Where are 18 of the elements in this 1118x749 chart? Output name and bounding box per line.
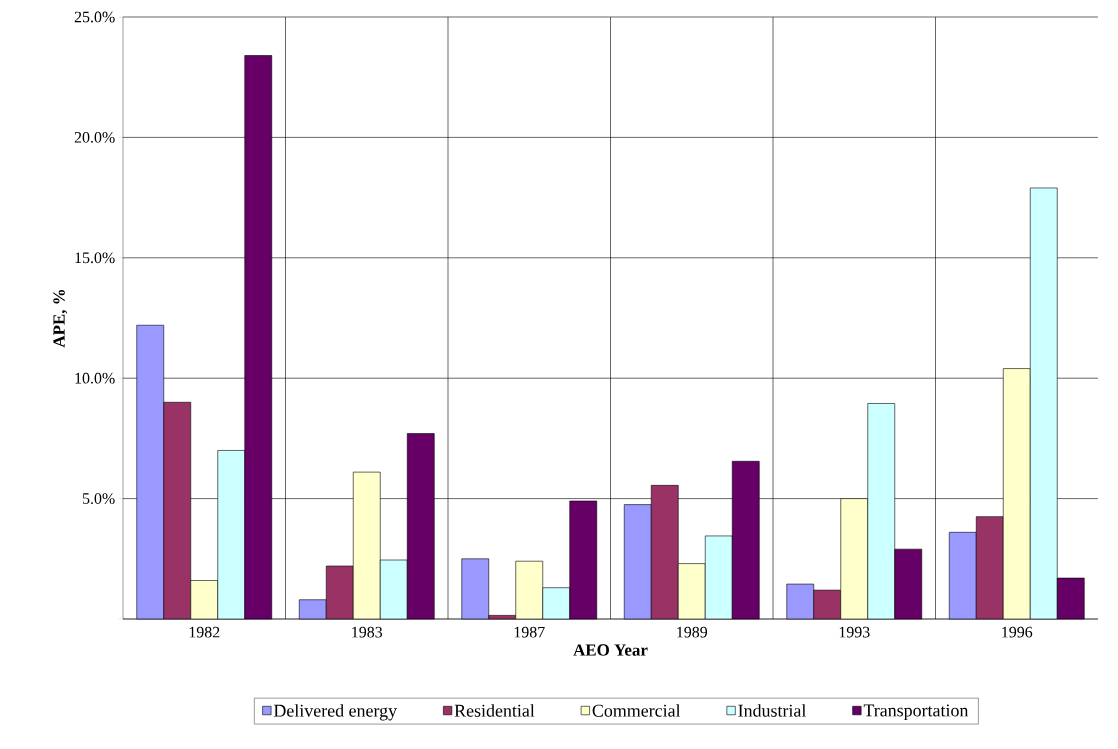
x-tick-label: 1982 [189, 626, 220, 638]
y-tick-label: 5.0% [82, 493, 115, 504]
y-axis-title: APE, % [53, 289, 68, 348]
legend-label: Delivered energy [273, 704, 398, 721]
x-tick-label: 1993 [839, 626, 870, 638]
x-tick-label: 1996 [1002, 626, 1033, 638]
y-tick-label: 15.0% [75, 252, 115, 264]
legend-label: Commercial [592, 704, 681, 717]
x-tick-label: 1987 [514, 626, 545, 638]
y-tick-label: 10.0% [75, 372, 115, 384]
legend-label: Transportation [863, 704, 969, 721]
legend-label: Residential [454, 704, 535, 717]
x-tick-label: 1983 [352, 626, 383, 638]
legend-label: Industrial [738, 704, 807, 717]
x-axis-title: AEO Year [573, 644, 648, 656]
y-tick-label: 20.0% [74, 131, 115, 143]
x-tick-label: 1989 [677, 626, 708, 638]
y-tick-label: 25.0% [74, 11, 115, 23]
